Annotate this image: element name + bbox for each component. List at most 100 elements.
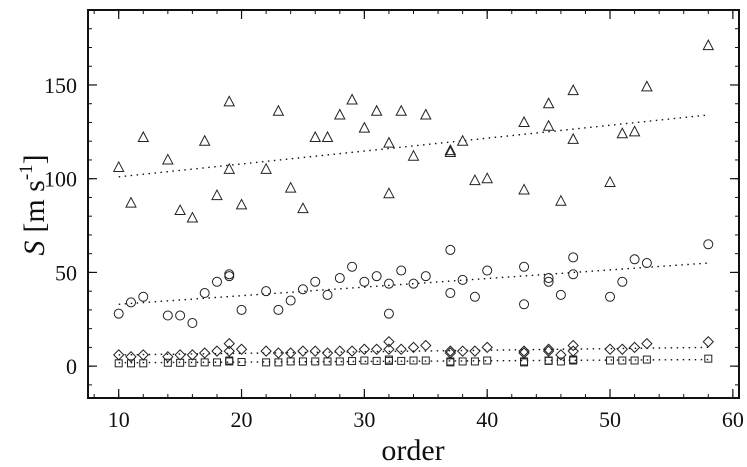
circle-point: [641, 258, 652, 269]
y-tick-label: 50: [55, 260, 77, 285]
square-point: [569, 355, 578, 364]
triangle-point: [112, 160, 125, 172]
triangle-point: [555, 194, 567, 206]
triangle-point: [641, 80, 653, 92]
circle-point: [359, 276, 370, 287]
triangle-point: [628, 125, 641, 137]
triangle-point: [419, 108, 432, 120]
x-tick-label: 10: [108, 407, 130, 432]
y-axis-title-var: S: [18, 241, 51, 256]
square-point: [348, 357, 357, 366]
square-point: [286, 357, 295, 366]
square-point: [298, 357, 307, 366]
triangle-point: [518, 183, 530, 195]
triangle-point: [309, 130, 322, 142]
circle-point: [138, 291, 149, 302]
diamond-point: [702, 336, 714, 348]
diamond-point: [370, 343, 383, 355]
square-point: [606, 356, 615, 365]
square-point: [642, 355, 651, 364]
circle-point: [162, 310, 173, 321]
square-point: [212, 358, 221, 367]
circle-point: [322, 289, 333, 300]
diamond-point: [260, 345, 272, 357]
triangle-point: [616, 127, 629, 139]
square-trend-line: [118, 358, 709, 364]
diamond-point: [628, 341, 641, 354]
square-point: [176, 358, 185, 367]
circle-point: [519, 299, 530, 310]
triangle-point: [383, 187, 395, 199]
diamond-point: [358, 343, 371, 355]
square-point: [630, 356, 639, 365]
y-axis-title-close: ]: [18, 154, 51, 164]
triangle-point: [321, 130, 334, 142]
circle-point: [445, 288, 456, 299]
circle-point: [297, 284, 308, 295]
square-point: [409, 356, 418, 365]
data-points: [112, 39, 715, 368]
square-point: [126, 359, 135, 368]
diamond-point: [469, 345, 481, 357]
circle-point: [605, 291, 616, 302]
diamond-trend-line: [118, 346, 709, 356]
triangle-point: [186, 211, 199, 223]
y-tick-label: 0: [66, 354, 77, 379]
diamond-point: [542, 343, 555, 355]
triangle-point: [481, 172, 494, 184]
triangle-point: [567, 84, 580, 96]
circle-point: [568, 269, 579, 280]
circle-point: [273, 304, 284, 315]
square-point: [335, 357, 344, 366]
square-point: [446, 357, 455, 366]
square-point: [188, 358, 197, 367]
plot-frame: [87, 9, 740, 399]
diamond-point: [198, 347, 211, 359]
triangle-point: [125, 196, 137, 208]
triangle-point: [333, 108, 346, 120]
triangle-point: [395, 104, 408, 116]
circle-point: [469, 291, 480, 302]
square-point: [163, 358, 172, 367]
diamond-point: [616, 343, 629, 355]
circle-point: [285, 295, 296, 306]
triangle-point: [272, 104, 285, 116]
circle-point: [347, 261, 358, 272]
x-tick-label: 50: [599, 407, 621, 432]
circle-point: [703, 239, 714, 250]
square-point: [384, 355, 393, 364]
square-point: [372, 356, 381, 365]
square-point: [483, 356, 492, 365]
circle-point: [125, 297, 136, 308]
square-point: [274, 358, 283, 367]
y-axis-title: S [m s-1]: [16, 154, 51, 255]
circle-point: [175, 310, 186, 321]
circle-point: [261, 286, 272, 297]
y-axis-title-sup: -1: [16, 164, 37, 180]
axis-ticks: [88, 9, 739, 398]
triangle-trend-line: [118, 114, 709, 178]
x-tick-label: 60: [722, 407, 744, 432]
triangle-point: [444, 144, 457, 156]
triangle-point: [518, 115, 530, 127]
triangle-point: [370, 104, 383, 116]
circle-point: [334, 273, 345, 284]
square-point: [470, 357, 479, 366]
square-point: [704, 354, 713, 363]
circle-point: [543, 276, 554, 287]
triangle-point: [211, 188, 223, 201]
x-tick-label: 40: [476, 407, 498, 432]
circle-point: [199, 288, 210, 299]
y-axis-title-open: [m s: [18, 180, 51, 233]
circle-trend-line: [118, 262, 709, 305]
diamond-point: [641, 337, 653, 350]
square-point: [139, 359, 148, 368]
circle-point: [420, 271, 431, 282]
triangle-point: [456, 134, 469, 146]
x-tick-label: 30: [353, 407, 375, 432]
circle-point: [224, 269, 235, 280]
diamond-point: [321, 347, 334, 359]
triangle-point: [407, 149, 420, 161]
